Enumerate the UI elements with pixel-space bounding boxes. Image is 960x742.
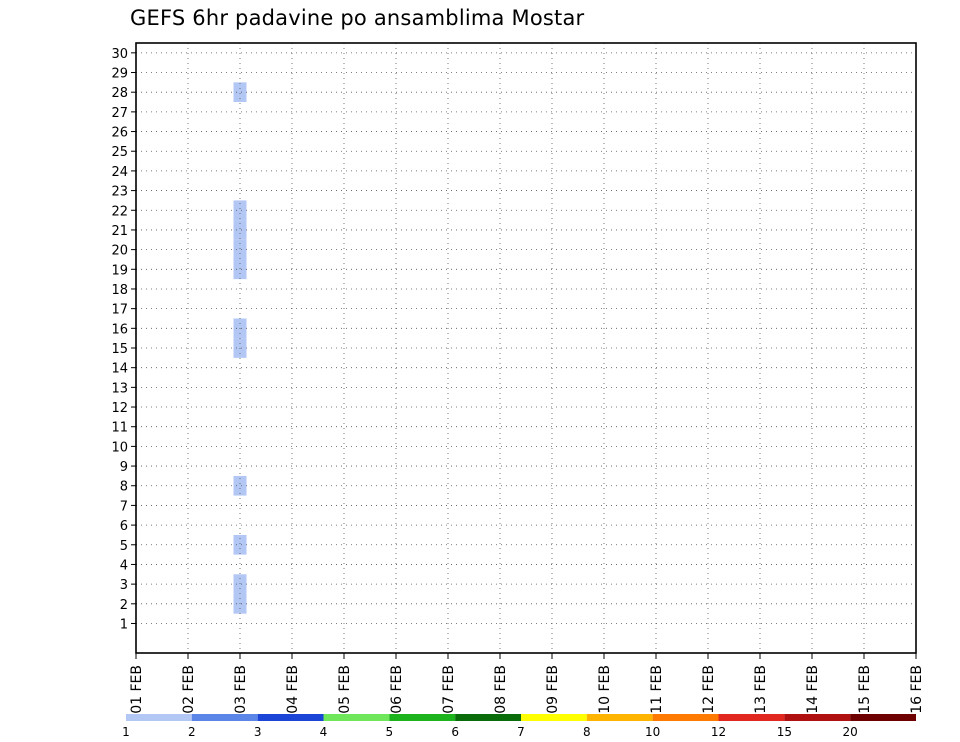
y-tick-label: 3	[120, 578, 128, 593]
y-tick-label: 17	[111, 303, 128, 318]
x-tick-label: 07 FEB	[441, 665, 457, 714]
y-tick-label: 7	[120, 499, 128, 514]
heatmap-cell	[233, 574, 247, 594]
y-tick-label: 27	[111, 106, 128, 121]
y-tick-label: 6	[120, 519, 128, 534]
heatmap-cell	[233, 259, 247, 280]
colorbar-swatch	[586, 714, 653, 721]
y-tick-label: 13	[111, 381, 128, 396]
colorbar-label: 6	[451, 725, 459, 739]
y-tick-label: 10	[111, 440, 128, 455]
x-tick-label: 08 FEB	[493, 665, 509, 714]
x-tick-label: 15 FEB	[857, 665, 873, 714]
y-tick-label: 22	[111, 204, 128, 219]
y-tick-label: 2	[120, 598, 128, 613]
y-tick-label: 29	[111, 67, 128, 82]
y-tick-label: 15	[111, 342, 128, 357]
colorbar-swatch	[455, 714, 521, 721]
colorbar-label: 10	[645, 725, 660, 739]
y-tick-label: 28	[111, 86, 128, 101]
colorbar-swatch	[521, 714, 587, 721]
heatmap-cell	[233, 82, 247, 103]
y-tick-label: 25	[111, 145, 128, 160]
colorbar-label: 3	[254, 725, 262, 739]
x-tick-label: 01 FEB	[129, 665, 145, 714]
colorbar-swatch	[718, 714, 785, 721]
colorbar-swatch	[784, 714, 851, 721]
x-tick-label: 04 FEB	[285, 665, 301, 714]
x-tick-label: 05 FEB	[337, 665, 353, 714]
x-tick-label: 06 FEB	[389, 665, 405, 714]
y-tick-label: 8	[120, 480, 128, 495]
x-tick-label: 13 FEB	[753, 665, 769, 714]
colorbar-label: 1	[122, 725, 130, 739]
x-tick-label: 16 FEB	[909, 665, 925, 714]
colorbar-swatch	[191, 714, 258, 721]
y-tick-label: 14	[111, 362, 128, 377]
y-tick-label: 11	[111, 421, 128, 436]
colorbar-swatch	[389, 714, 456, 721]
colorbar-label: 12	[711, 725, 726, 739]
y-tick-label: 26	[111, 126, 128, 141]
heatmap-cell	[233, 200, 247, 221]
y-tick-label: 9	[120, 460, 128, 475]
y-tick-label: 19	[111, 263, 128, 278]
colorbar: 1 2 3 4 5 6 7 8 10 12 15 20	[122, 714, 916, 739]
x-axis: 01 FEB 02 FEB 03 FEB 04 FEB 05 FEB 06 FEB 07 F…	[129, 653, 925, 714]
y-tick-label: 30	[111, 47, 128, 62]
colorbar-swatch	[652, 714, 719, 721]
colorbar-label: 5	[386, 725, 394, 739]
y-tick-label: 16	[111, 322, 128, 337]
heatmap-cell	[233, 239, 247, 260]
y-tick-label: 4	[120, 558, 128, 573]
y-axis: 1234567891011121314151617181920212223242…	[111, 47, 136, 632]
colorbar-swatch	[323, 714, 390, 721]
x-tick-label: 09 FEB	[545, 665, 561, 714]
colorbar-swatch	[257, 714, 324, 721]
y-tick-label: 23	[111, 185, 128, 200]
x-tick-label: 03 FEB	[233, 665, 249, 714]
x-tick-label: 11 FEB	[649, 665, 665, 714]
heatmap-cell	[233, 220, 247, 240]
heatmap-cells	[233, 82, 247, 614]
colorbar-swatch	[850, 714, 916, 721]
chart-title: GEFS 6hr padavine po ansamblima Mostar	[130, 6, 585, 30]
y-tick-label: 24	[111, 165, 128, 180]
y-tick-label: 1	[120, 617, 128, 632]
colorbar-label: 20	[843, 725, 858, 739]
colorbar-label: 4	[320, 725, 328, 739]
y-tick-label: 5	[120, 539, 128, 554]
x-tick-label: 14 FEB	[805, 665, 821, 714]
heatmap-cell	[233, 534, 247, 555]
colorbar-swatch	[126, 714, 192, 721]
colorbar-label: 2	[188, 725, 196, 739]
colorbar-label: 7	[517, 725, 525, 739]
y-tick-label: 20	[111, 244, 128, 259]
x-tick-label: 10 FEB	[597, 665, 613, 714]
y-tick-label: 18	[111, 283, 128, 298]
gridlines	[136, 43, 916, 653]
colorbar-label: 8	[583, 725, 591, 739]
y-tick-label: 12	[111, 401, 128, 416]
x-tick-label: 12 FEB	[701, 665, 717, 714]
y-tick-label: 21	[111, 224, 128, 239]
heatmap-cell	[233, 475, 247, 496]
x-tick-label: 02 FEB	[181, 665, 197, 714]
colorbar-label: 15	[777, 725, 792, 739]
